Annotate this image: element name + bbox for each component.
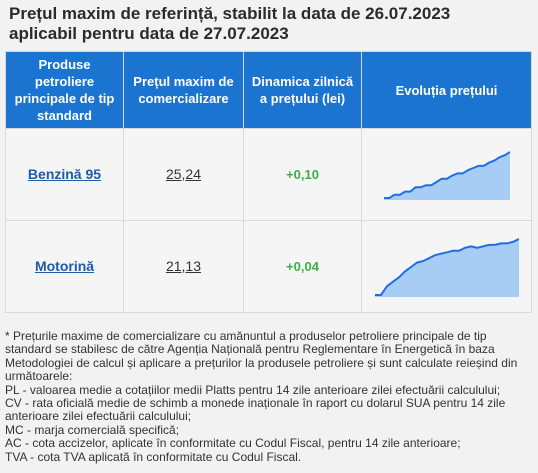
price-cell: 25,24 [123, 128, 244, 221]
footnote-cv: CV - rata oficială medie de schimb a mon… [5, 396, 506, 424]
change-cell: +0,10 [243, 128, 362, 221]
table-row: Motorină 21,13 +0,04 [5, 220, 532, 313]
header-change: Dinamica zilnică a prețului (lei) [243, 51, 362, 129]
page-title: Prețul maxim de referință, stabilit la d… [9, 4, 529, 44]
footnote-tva: TVA - cota TVA aplicată în conformitate … [5, 449, 302, 464]
product-link-motorina[interactable]: Motorină [34, 257, 95, 274]
footnote-ac: AC - cota accizelor, aplicate în conform… [5, 436, 461, 451]
title-line-2: aplicabil pentru data de 27.07.2023 [9, 24, 289, 43]
header-price: Prețul maxim de comercializare [123, 51, 244, 129]
sparkline-line [374, 237, 519, 296]
product-cell: Motorină [5, 220, 124, 313]
sparkline-line [383, 150, 510, 199]
title-line-1: Prețul maxim de referință, stabilit la d… [9, 4, 451, 23]
header-product: Produse petroliere principale de tip sta… [5, 51, 124, 129]
footnote: * Prețurile maxime de comercializare cu … [5, 329, 525, 464]
footnote-mc: MC - marja comercială specifică; [5, 422, 180, 437]
sparkline-chart [383, 150, 510, 200]
price-value[interactable]: 25,24 [165, 165, 202, 182]
footnote-pl: PL - valoarea medie a cotațiilor medii P… [5, 382, 501, 397]
change-cell: +0,04 [243, 220, 362, 313]
trend-cell [361, 128, 532, 221]
trend-cell [361, 220, 532, 313]
table-header-row: Produse petroliere principale de tip sta… [5, 51, 532, 129]
product-link-benzina-95[interactable]: Benzină 95 [27, 165, 102, 182]
price-value[interactable]: 21,13 [165, 257, 202, 274]
product-cell: Benzină 95 [5, 128, 124, 221]
price-cell: 21,13 [123, 220, 244, 313]
change-value: +0,04 [286, 258, 319, 274]
footnote-intro: * Prețurile maxime de comercializare cu … [5, 329, 518, 384]
change-value: +0,10 [286, 166, 319, 182]
table-row: Benzină 95 25,24 +0,10 [5, 128, 532, 221]
header-trend: Evoluția prețului [361, 51, 532, 129]
price-table: Produse petroliere principale de tip sta… [5, 51, 532, 313]
sparkline-chart [374, 237, 519, 297]
sparkline-area [374, 238, 519, 297]
